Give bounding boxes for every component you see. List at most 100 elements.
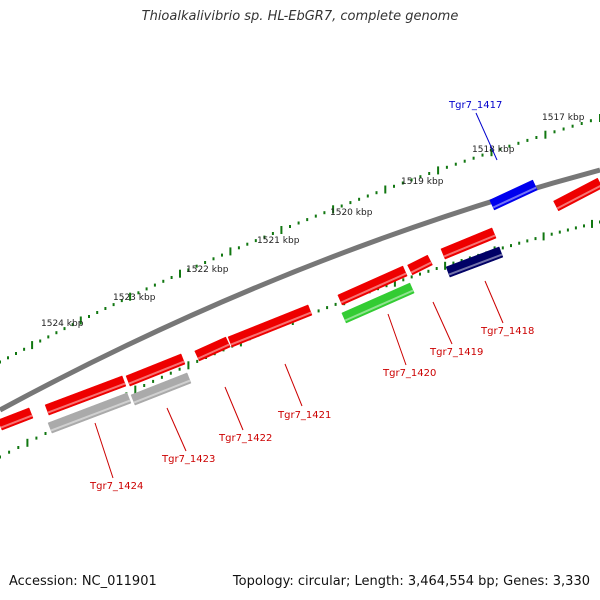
major-tick (129, 292, 132, 301)
gene-label[interactable]: Tgr7_1421 (277, 410, 331, 421)
major-tick (544, 130, 547, 139)
minor-tick (349, 201, 352, 205)
major-tick (79, 316, 82, 325)
feature-highlight (50, 399, 131, 432)
minor-tick (169, 371, 172, 375)
minor-tick (39, 339, 42, 343)
kbp-label: 1521 kbp (257, 236, 300, 246)
feature-gray[interactable] (130, 372, 192, 406)
minor-tick (96, 311, 99, 314)
minor-tick (589, 119, 592, 123)
minor-tick (195, 264, 198, 268)
minor-tick (323, 211, 326, 215)
minor-tick (178, 367, 181, 371)
minor-tick (63, 327, 66, 331)
gene-label[interactable]: Tgr7_1417 (448, 100, 502, 111)
kbp-label: 1524 kbp (41, 319, 84, 329)
cds-feature[interactable] (44, 375, 127, 416)
label-layer: 1517 kbp 1518 kbp 1519 kbp 1520 kbp 1521 kbp… (41, 100, 585, 492)
label-leader-line (284, 363, 303, 407)
feature-navy[interactable] (445, 246, 504, 278)
minor-tick (499, 147, 502, 151)
minor-tick (326, 306, 329, 310)
gene-label[interactable]: Tgr7_1418 (480, 326, 534, 337)
feature-highlight (492, 186, 537, 209)
major-tick (437, 166, 440, 175)
cds-feature[interactable] (553, 177, 600, 212)
minor-tick (375, 191, 378, 195)
cds-feature[interactable] (227, 304, 313, 348)
cds-feature[interactable] (194, 336, 231, 362)
minor-tick (574, 226, 577, 230)
minor-tick (460, 259, 463, 262)
cds-feature[interactable] (0, 407, 34, 431)
kbp-label: 1520 kbp (330, 208, 373, 218)
minor-tick (410, 178, 413, 182)
minor-tick (254, 239, 257, 243)
feature-gray[interactable] (47, 392, 132, 434)
minor-tick (366, 194, 369, 198)
gene-label[interactable]: Tgr7_1419 (429, 347, 483, 358)
major-tick (26, 438, 29, 447)
minor-tick (0, 455, 1, 459)
minor-tick (358, 197, 361, 201)
minor-tick (517, 141, 520, 145)
minor-tick (402, 278, 405, 282)
minor-tick (15, 352, 17, 355)
minor-tick (454, 162, 457, 166)
accession-text: Accession: NC_011901 (9, 574, 157, 589)
gene-label[interactable]: Tgr7_1423 (161, 454, 215, 465)
minor-tick (263, 235, 266, 239)
gene-label[interactable]: Tgr7_1420 (382, 368, 436, 379)
minor-tick (8, 450, 11, 454)
major-tick (229, 247, 232, 256)
cds-feature[interactable] (407, 254, 433, 276)
minor-tick (340, 204, 343, 208)
cds-feature[interactable] (125, 353, 186, 387)
cds-feature[interactable] (337, 265, 408, 306)
major-tick (179, 269, 181, 278)
minor-tick (152, 379, 155, 383)
minor-tick (160, 375, 163, 379)
gene-label[interactable]: Tgr7_1422 (218, 433, 272, 444)
minor-tick (463, 159, 466, 163)
major-tick (31, 341, 34, 350)
minor-tick (334, 302, 337, 306)
label-leader-line (432, 301, 453, 345)
minor-tick (120, 299, 123, 303)
minor-tick (317, 309, 320, 313)
feature-highlight (47, 382, 126, 414)
feature-highlight (443, 234, 496, 258)
feature-highlight (230, 311, 312, 346)
genome-backbone (0, 167, 600, 413)
minor-tick (428, 172, 431, 175)
cds-feature[interactable] (440, 227, 497, 260)
minor-tick (289, 225, 291, 228)
feature-green[interactable] (341, 282, 415, 324)
major-tick (332, 205, 335, 214)
minor-tick (481, 153, 484, 157)
minor-tick (35, 436, 38, 440)
label-leader-line (166, 407, 187, 452)
minor-tick (246, 242, 249, 246)
major-tick (490, 148, 493, 157)
minor-tick (401, 181, 404, 185)
minor-tick (472, 156, 475, 160)
major-tick (542, 232, 545, 241)
minor-tick (508, 144, 511, 148)
feature-highlight (448, 253, 503, 276)
feature-highlight (128, 360, 185, 385)
minor-tick (71, 323, 74, 327)
minor-tick (419, 272, 421, 276)
rna-feature[interactable] (489, 179, 538, 211)
major-tick (444, 261, 447, 270)
label-leader-line (94, 422, 114, 479)
minor-tick (501, 246, 504, 250)
map-title: Thioalkalivibrio sp. HL-EbGR7, complete … (141, 9, 459, 24)
kbp-label: 1522 kbp (186, 265, 229, 275)
minor-tick (153, 283, 156, 287)
gene-label[interactable]: Tgr7_1424 (89, 481, 143, 492)
major-tick (393, 278, 396, 287)
